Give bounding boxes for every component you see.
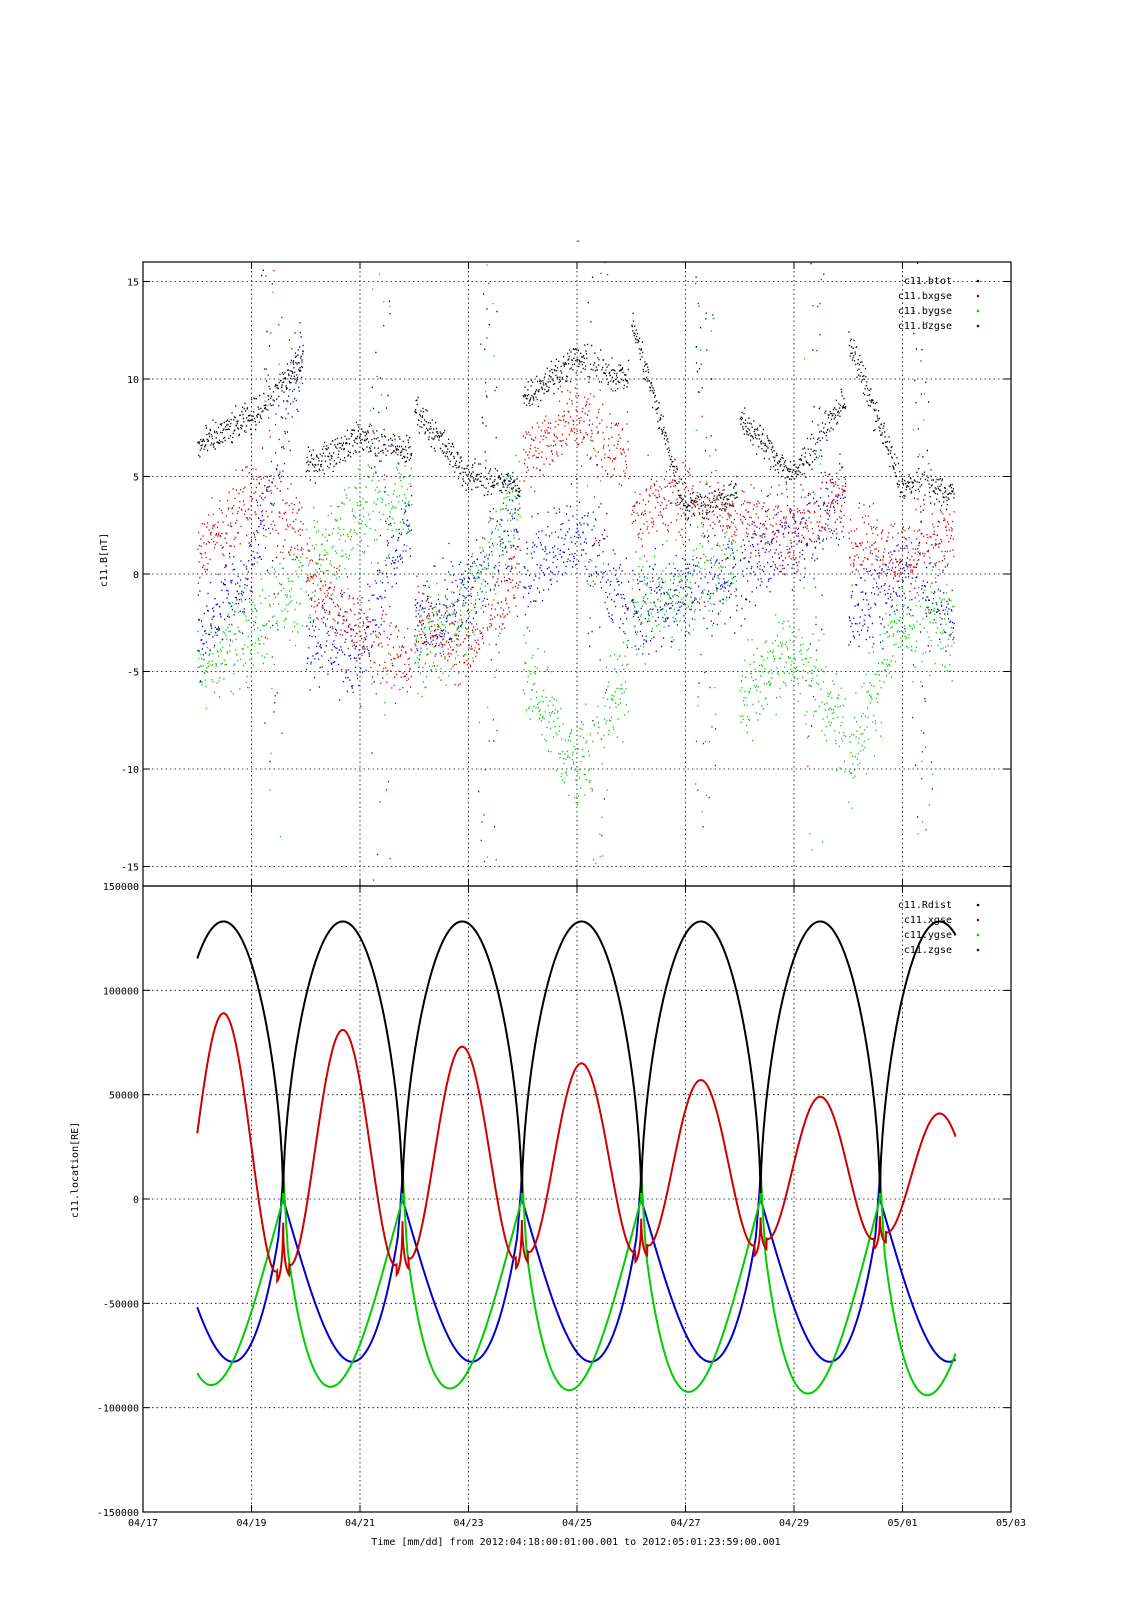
legend-marker bbox=[976, 279, 980, 283]
location-lines bbox=[196, 920, 957, 1397]
legend-label: c11.bxgse bbox=[898, 291, 952, 302]
legend-label: c11.btot bbox=[904, 276, 952, 287]
line-zgse bbox=[196, 1177, 957, 1363]
loc-y-tick-label: -50000 bbox=[103, 1299, 139, 1310]
b-series-bx bbox=[197, 269, 955, 881]
loc-y-tick-label: 150000 bbox=[103, 882, 139, 893]
legend-label: c11.zgse bbox=[904, 945, 952, 956]
location-panel: 04/17 04/19 04/21 04/23 04/25 04/27 04/29 05/01… bbox=[97, 882, 1026, 1529]
legend-label: c11.bzgse bbox=[898, 321, 952, 332]
legend-marker bbox=[976, 918, 980, 922]
x-axis-label: Time [mm/dd] from 2012:04:18:00:01:00.00… bbox=[371, 1537, 780, 1548]
x-tick-label: 04/29 bbox=[779, 1518, 809, 1529]
line-xgse bbox=[196, 1012, 957, 1285]
legend-marker bbox=[976, 933, 980, 937]
loc-y-tick-label: -100000 bbox=[97, 1404, 139, 1415]
loc-ylabel: c11.location[RE] bbox=[70, 1122, 81, 1218]
legend-label: c11.bygse bbox=[898, 306, 952, 317]
x-tick-label: 04/27 bbox=[670, 1518, 700, 1529]
loc-y-tick-label: 50000 bbox=[109, 1091, 139, 1102]
x-tick-label: 04/19 bbox=[236, 1518, 266, 1529]
x-tick-label: 04/21 bbox=[345, 1518, 375, 1529]
legend-label: c11.xgse bbox=[904, 915, 952, 926]
loc-y-tick-label: 0 bbox=[133, 1195, 139, 1206]
b-y-tick-label: 10 bbox=[127, 375, 139, 386]
x-tick-label: 04/23 bbox=[453, 1518, 483, 1529]
chart-title: - bbox=[575, 236, 581, 247]
b-series-by bbox=[197, 264, 955, 865]
loc-y-tick-label: 100000 bbox=[103, 986, 139, 997]
b-y-tick-label: -10 bbox=[121, 765, 139, 776]
b-series-bz bbox=[197, 262, 955, 856]
legend-marker bbox=[976, 903, 980, 907]
b-series-btot bbox=[197, 262, 955, 573]
line-ygse bbox=[196, 1165, 957, 1397]
legend-marker bbox=[976, 309, 980, 313]
x-tick-label: 04/25 bbox=[562, 1518, 592, 1529]
legend-marker bbox=[976, 324, 980, 328]
loc-y-tick-label: -150000 bbox=[97, 1508, 139, 1519]
x-tick-label: 04/17 bbox=[128, 1518, 158, 1529]
b-ylabel: c11.B[nT] bbox=[99, 533, 110, 587]
legend-marker bbox=[976, 294, 980, 298]
b-y-tick-label: 15 bbox=[127, 278, 139, 289]
x-tick-label: 05/01 bbox=[887, 1518, 917, 1529]
legend-marker bbox=[976, 948, 980, 952]
legend-label: c11.ygse bbox=[904, 930, 952, 941]
b-y-tick-label: 0 bbox=[133, 570, 139, 581]
b-y-tick-label: -15 bbox=[121, 863, 139, 874]
x-tick-label: 05/03 bbox=[996, 1518, 1026, 1529]
b-y-tick-label: -5 bbox=[127, 668, 139, 679]
magnetic-field-panel: -15 -10 -5 0 5 10 15 c11.btot c11.bxgse c11.bygse… bbox=[121, 261, 1012, 887]
b-y-tick-label: 5 bbox=[133, 473, 139, 484]
b-scatter-points bbox=[197, 262, 955, 881]
plot-frame bbox=[142, 885, 1012, 1513]
line-rdist bbox=[196, 920, 957, 1194]
legend-label: c11.Rdist bbox=[898, 900, 952, 911]
